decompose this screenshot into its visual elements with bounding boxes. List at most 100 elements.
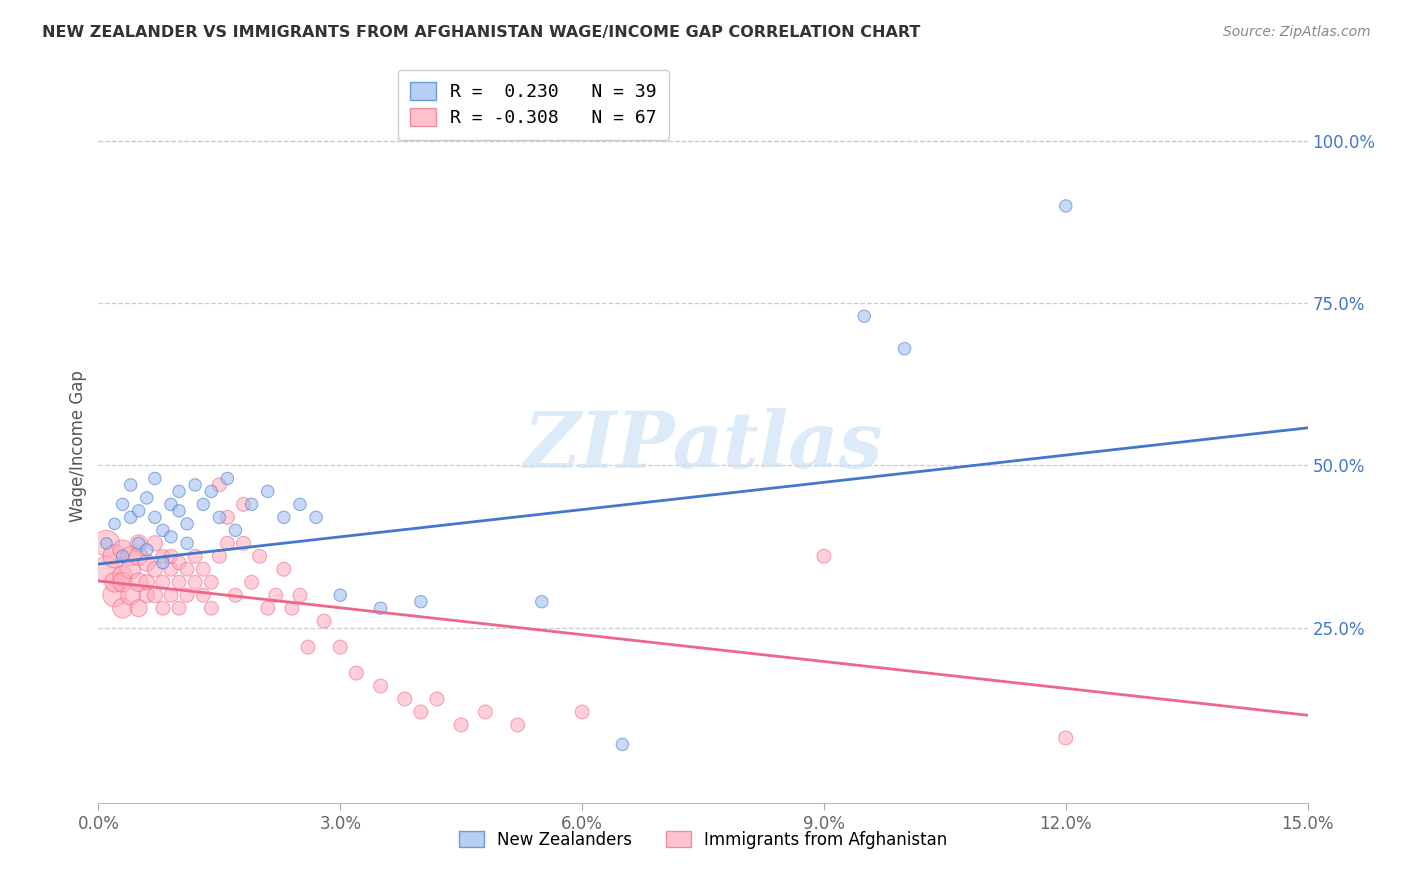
- Point: [135, 491, 157, 505]
- Point: [128, 536, 150, 550]
- Point: [111, 568, 134, 582]
- Point: [329, 588, 352, 602]
- Point: [474, 705, 496, 719]
- Point: [893, 342, 915, 356]
- Point: [409, 595, 432, 609]
- Point: [120, 588, 142, 602]
- Point: [193, 562, 215, 576]
- Point: [152, 524, 174, 538]
- Point: [240, 575, 263, 590]
- Point: [370, 679, 392, 693]
- Point: [506, 718, 529, 732]
- Point: [305, 510, 328, 524]
- Point: [240, 497, 263, 511]
- Point: [160, 549, 183, 564]
- Point: [264, 588, 287, 602]
- Point: [571, 705, 593, 719]
- Point: [128, 549, 150, 564]
- Point: [96, 536, 118, 550]
- Point: [128, 504, 150, 518]
- Point: [160, 497, 183, 511]
- Point: [135, 575, 157, 590]
- Point: [128, 575, 150, 590]
- Point: [111, 575, 134, 590]
- Point: [1054, 731, 1077, 745]
- Point: [344, 666, 367, 681]
- Point: [120, 549, 142, 564]
- Point: [143, 536, 166, 550]
- Point: [208, 549, 231, 564]
- Y-axis label: Wage/Income Gap: Wage/Income Gap: [69, 370, 87, 522]
- Point: [176, 562, 198, 576]
- Point: [232, 536, 254, 550]
- Point: [200, 484, 222, 499]
- Point: [184, 549, 207, 564]
- Point: [120, 478, 142, 492]
- Point: [160, 562, 183, 576]
- Point: [224, 524, 246, 538]
- Point: [167, 556, 190, 570]
- Point: [208, 510, 231, 524]
- Point: [288, 497, 311, 511]
- Point: [281, 601, 304, 615]
- Point: [167, 484, 190, 499]
- Point: [370, 601, 392, 615]
- Point: [217, 510, 239, 524]
- Point: [314, 614, 336, 628]
- Point: [409, 705, 432, 719]
- Point: [217, 536, 239, 550]
- Point: [128, 536, 150, 550]
- Point: [160, 530, 183, 544]
- Point: [111, 542, 134, 557]
- Point: [96, 536, 118, 550]
- Point: [176, 536, 198, 550]
- Point: [329, 640, 352, 654]
- Point: [256, 601, 278, 615]
- Point: [273, 510, 295, 524]
- Point: [167, 601, 190, 615]
- Point: [135, 588, 157, 602]
- Point: [111, 601, 134, 615]
- Point: [143, 471, 166, 485]
- Legend: New Zealanders, Immigrants from Afghanistan: New Zealanders, Immigrants from Afghanis…: [449, 821, 957, 859]
- Point: [96, 562, 118, 576]
- Point: [103, 516, 125, 531]
- Point: [176, 588, 198, 602]
- Point: [143, 510, 166, 524]
- Point: [167, 504, 190, 518]
- Point: [167, 575, 190, 590]
- Point: [297, 640, 319, 654]
- Point: [450, 718, 472, 732]
- Point: [394, 692, 416, 706]
- Point: [193, 588, 215, 602]
- Point: [224, 588, 246, 602]
- Point: [426, 692, 449, 706]
- Point: [184, 478, 207, 492]
- Point: [103, 588, 125, 602]
- Text: ZIPatlas: ZIPatlas: [523, 408, 883, 484]
- Point: [184, 575, 207, 590]
- Point: [853, 310, 876, 324]
- Point: [111, 549, 134, 564]
- Point: [143, 562, 166, 576]
- Point: [143, 588, 166, 602]
- Text: NEW ZEALANDER VS IMMIGRANTS FROM AFGHANISTAN WAGE/INCOME GAP CORRELATION CHART: NEW ZEALANDER VS IMMIGRANTS FROM AFGHANI…: [42, 25, 921, 40]
- Point: [111, 497, 134, 511]
- Point: [288, 588, 311, 602]
- Point: [208, 478, 231, 492]
- Point: [273, 562, 295, 576]
- Point: [160, 588, 183, 602]
- Point: [152, 575, 174, 590]
- Point: [135, 556, 157, 570]
- Point: [128, 601, 150, 615]
- Point: [152, 549, 174, 564]
- Point: [1054, 199, 1077, 213]
- Point: [612, 738, 634, 752]
- Point: [135, 542, 157, 557]
- Point: [176, 516, 198, 531]
- Point: [200, 575, 222, 590]
- Point: [813, 549, 835, 564]
- Point: [249, 549, 271, 564]
- Point: [103, 549, 125, 564]
- Text: Source: ZipAtlas.com: Source: ZipAtlas.com: [1223, 25, 1371, 39]
